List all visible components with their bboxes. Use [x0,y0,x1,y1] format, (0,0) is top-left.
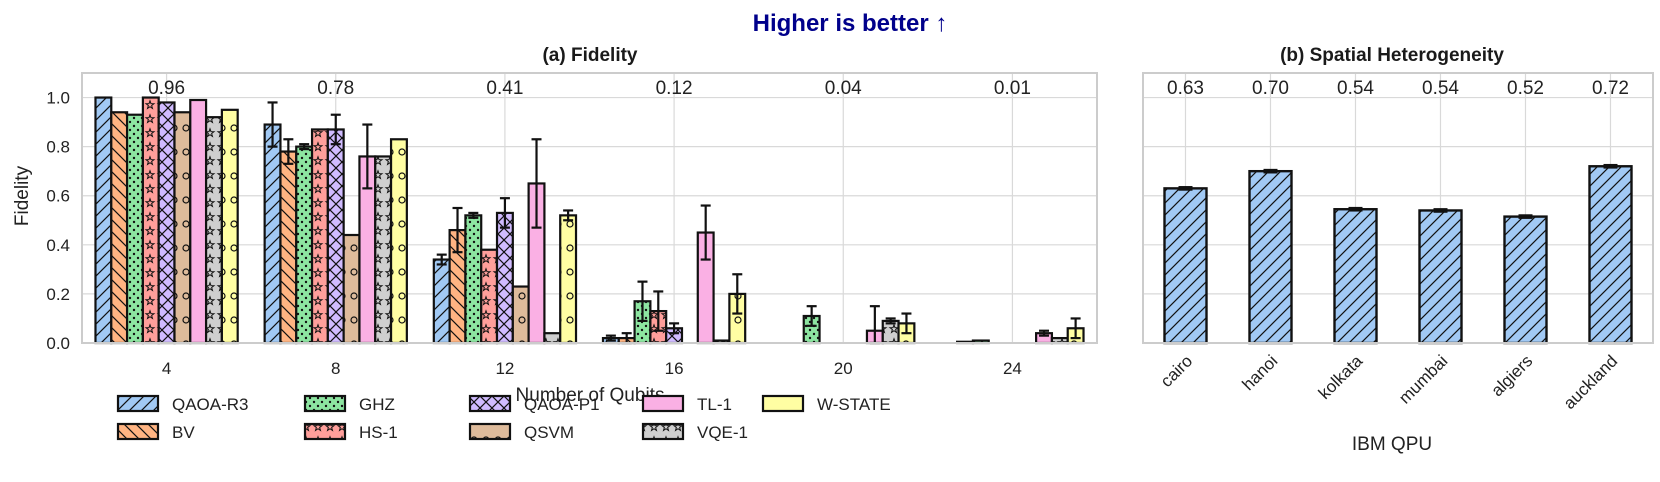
bar-qaoa-p1-8-qubits [326,128,345,345]
bar-w-state-4-qubits [220,108,239,345]
fidelity-x-axis-label: Number of Qubits [516,385,665,406]
legend-swatch [303,422,347,441]
legend-swatch [468,422,512,441]
fidelity-plot-frame [81,72,1098,344]
legend-item-ghz: GHZ [303,394,395,414]
fidelity-annotation-8: 0.78 [317,78,354,99]
fidelity-plot: 0.0 0.2 0.4 0.6 0.8 1.0 0.96 4 0.78 8 0.41 12 0.12 16… [46,72,1098,378]
heterogeneity-annotation-cairo: 0.63 [1167,78,1204,99]
heterogeneity-x-tick-label: kolkata [1315,351,1367,403]
legend-swatch [116,394,160,413]
bar-kolkata [1333,208,1378,345]
bar-qaoa-r3-4-qubits [94,96,113,345]
legend-swatch [468,394,512,413]
bar-bv-8-qubits [279,150,298,345]
heterogeneity-x-tick-label: auckland [1560,351,1622,413]
heterogeneity-x-tick-label: cairo [1157,351,1196,390]
heterogeneity-annotation-mumbai: 0.54 [1422,78,1459,99]
legend-swatch [641,422,685,441]
legend-item-vqe-1: VQE-1 [641,422,748,442]
fidelity-y-tick-label: 1.0 [46,89,70,108]
legend-label: BV [172,423,195,442]
heterogeneity-annotation-hanoi: 0.70 [1252,78,1289,99]
fidelity-y-tick-label: 0.2 [46,285,70,304]
fidelity-x-tick-label: 24 [1003,359,1022,378]
legend-item-qaoa-r3: QAOA-R3 [116,394,249,414]
fidelity-y-tick-label: 0.0 [46,334,70,353]
fidelity-x-tick-label: 4 [162,359,171,378]
heterogeneity-plot: 0.63 cairo 0.70 hanoi 0.54 kolkata 0.54 mumbai 0… [1142,72,1654,413]
legend-item-hs-1: HS-1 [303,422,398,442]
heterogeneity-chart-title: (b) Spatial Heterogeneity [1280,45,1504,66]
bar-ghz-8-qubits [295,145,314,345]
bar-w-state-8-qubits [389,138,408,345]
bar-cairo [1163,187,1208,345]
bar-qaoa-p1-4-qubits [157,101,176,345]
bar-vqe-1-4-qubits [204,116,223,345]
bar-hs-1-4-qubits [141,96,160,345]
bar-auckland [1588,165,1633,345]
bar-qaoa-r3-8-qubits [263,123,282,345]
bar-qsvm-8-qubits [342,233,361,345]
legend-swatch [761,394,805,413]
heterogeneity-x-tick-label: algiers [1487,351,1536,400]
heterogeneity-plot-frame [1142,72,1654,344]
figure-suptitle: Higher is better ↑ [753,10,948,37]
legend-label: QAOA-R3 [172,395,249,414]
legend-label: VQE-1 [697,423,748,442]
legend-item-qaoa-p1: QAOA-P1 [468,394,600,414]
legend-label: QSVM [524,423,574,442]
heterogeneity-x-axis-label: IBM QPU [1352,434,1432,455]
legend-label: HS-1 [359,423,398,442]
heterogeneity-x-tick-label: mumbai [1395,351,1451,407]
bar-qaoa-p1-12-qubits [495,211,514,345]
fidelity-annotation-12: 0.41 [486,78,523,99]
legend-item-tl-1: TL-1 [641,394,732,414]
heterogeneity-annotation-auckland: 0.72 [1592,78,1629,99]
legend-label: GHZ [359,395,395,414]
fidelity-legend: QAOA-R3 BV GHZ HS-1 QAOA-P1 QSVM TL-1 VQE-1 W-ST… [116,394,891,442]
bar-qsvm-12-qubits [511,285,530,345]
bar-vqe-1-8-qubits [374,155,393,345]
fidelity-x-tick-label: 8 [331,359,340,378]
legend-item-qsvm: QSVM [468,422,574,442]
heterogeneity-annotation-algiers: 0.52 [1507,78,1544,99]
fidelity-x-tick-label: 12 [495,359,514,378]
bar-qaoa-r3-12-qubits [432,258,451,345]
heterogeneity-x-tick-label: hanoi [1238,351,1281,394]
bar-hanoi [1248,169,1293,345]
legend-swatch [641,394,685,413]
fidelity-annotation-20: 0.04 [825,78,862,99]
bar-ghz-4-qubits [125,113,144,345]
fidelity-y-tick-label: 0.6 [46,187,70,206]
bar-vqe-1-12-qubits [543,332,562,345]
fidelity-x-tick-label: 20 [834,359,853,378]
legend-swatch [303,394,347,413]
fidelity-x-tick-label: 16 [665,359,684,378]
bar-qsvm-4-qubits [173,111,192,345]
bar-hs-1-12-qubits [480,248,499,345]
legend-swatch [116,422,160,441]
bar-mumbai [1418,209,1463,345]
bar-algiers [1503,215,1548,345]
fidelity-annotation-24: 0.01 [994,78,1031,99]
fidelity-annotation-16: 0.12 [656,78,693,99]
legend-item-w-state: W-STATE [761,394,891,414]
legend-label: TL-1 [697,395,732,414]
fidelity-annotation-4: 0.96 [148,78,185,99]
heterogeneity-annotation-kolkata: 0.54 [1337,78,1374,99]
legend-item-bv: BV [116,422,195,442]
fidelity-y-axis-label: Fidelity [12,165,33,226]
legend-label: QAOA-P1 [524,395,600,414]
bar-hs-1-8-qubits [310,128,329,345]
bar-w-state-12-qubits [559,214,578,345]
fidelity-y-tick-label: 0.8 [46,138,70,157]
fidelity-chart-title: (a) Fidelity [542,45,637,66]
bar-tl-1-4-qubits [189,98,208,345]
bar-bv-4-qubits [110,111,129,345]
legend-label: W-STATE [817,395,891,414]
fidelity-y-tick-label: 0.4 [46,236,70,255]
bar-ghz-12-qubits [464,214,483,345]
